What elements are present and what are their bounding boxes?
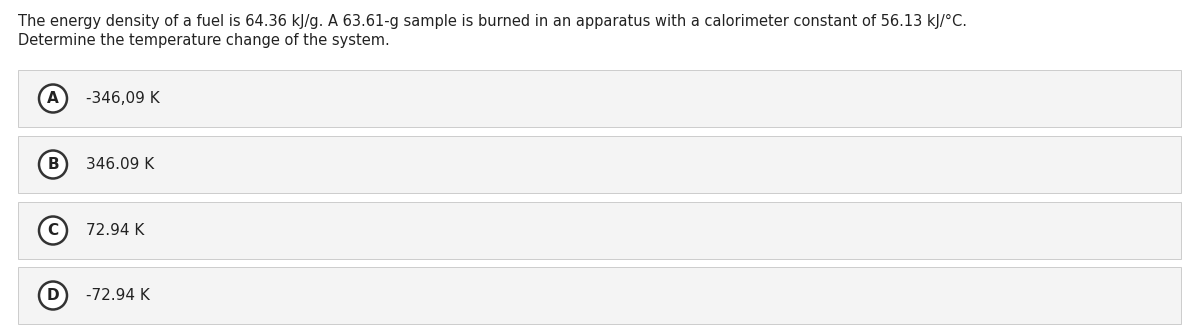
Circle shape: [38, 216, 67, 245]
Text: C: C: [48, 223, 59, 238]
Text: The energy density of a fuel is 64.36 kJ/g. A 63.61-g sample is burned in an app: The energy density of a fuel is 64.36 kJ…: [18, 14, 967, 29]
FancyBboxPatch shape: [18, 136, 1181, 193]
Text: -346,09 K: -346,09 K: [86, 91, 160, 106]
Text: A: A: [47, 91, 59, 106]
Text: 72.94 K: 72.94 K: [86, 223, 144, 238]
Text: D: D: [47, 288, 59, 303]
Text: B: B: [47, 157, 59, 172]
FancyBboxPatch shape: [18, 202, 1181, 259]
Text: -72.94 K: -72.94 K: [86, 288, 150, 303]
Circle shape: [38, 151, 67, 178]
FancyBboxPatch shape: [18, 267, 1181, 324]
Circle shape: [38, 281, 67, 309]
Text: Determine the temperature change of the system.: Determine the temperature change of the …: [18, 33, 390, 48]
FancyBboxPatch shape: [18, 70, 1181, 127]
Text: 346.09 K: 346.09 K: [86, 157, 155, 172]
Circle shape: [38, 84, 67, 113]
